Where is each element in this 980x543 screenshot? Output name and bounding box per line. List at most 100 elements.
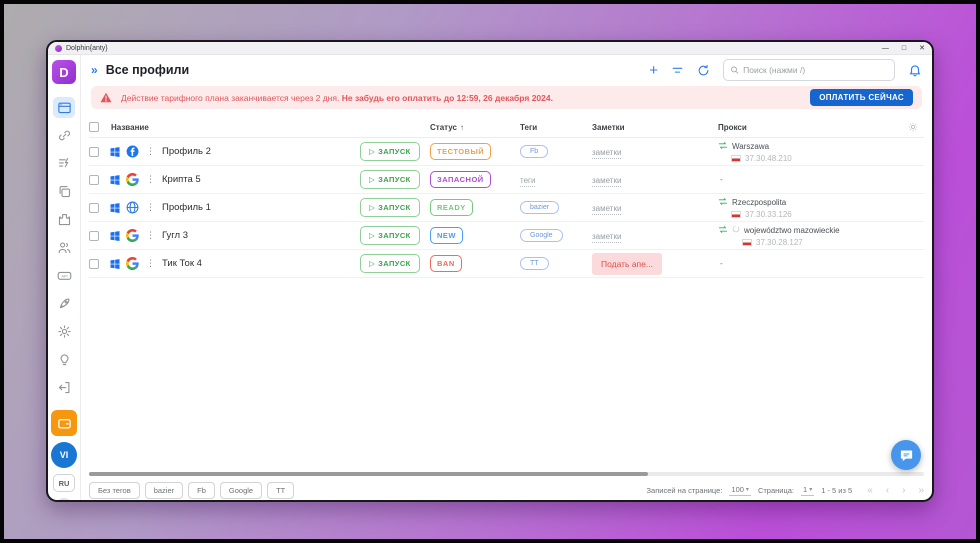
proxy-ip: 37.30.28.127 bbox=[756, 237, 803, 247]
table-row: ⋮ Профиль 1 ▷ ЗАПУСК READY bazier заметки… bbox=[89, 194, 924, 222]
row-menu-button[interactable]: ⋮ bbox=[146, 202, 155, 212]
row-checkbox[interactable] bbox=[89, 146, 99, 157]
tag-pill[interactable]: Fb bbox=[520, 145, 549, 158]
dolphin-logo[interactable]: D bbox=[52, 60, 76, 84]
search-input[interactable] bbox=[743, 65, 888, 75]
status-badge[interactable]: BAN bbox=[430, 255, 462, 272]
note-alert[interactable]: Подать апе... bbox=[592, 252, 662, 275]
sidebar-item-ideas[interactable] bbox=[53, 349, 75, 370]
launch-button[interactable]: ▷ ЗАПУСК bbox=[360, 226, 420, 245]
tag-pill[interactable]: bazier bbox=[520, 201, 560, 214]
proxy-name: Warszawa bbox=[732, 141, 770, 151]
add-profile-button[interactable]: + bbox=[649, 61, 658, 79]
proxy-ip: 37.30.48.210 bbox=[745, 153, 792, 163]
profile-name[interactable]: Тик Ток 4 bbox=[162, 258, 202, 269]
search-box[interactable] bbox=[723, 59, 895, 81]
launch-button[interactable]: ▷ ЗАПУСК bbox=[360, 254, 420, 273]
table-settings-button[interactable] bbox=[902, 121, 924, 133]
sidebar-item-settings[interactable] bbox=[53, 321, 75, 342]
tag-filter-no-tags[interactable]: Без тегов bbox=[89, 481, 140, 499]
refresh-button[interactable] bbox=[697, 64, 710, 77]
profile-name[interactable]: Профиль 1 bbox=[162, 202, 211, 213]
sidebar-item-proxy[interactable] bbox=[53, 125, 75, 146]
bell-icon bbox=[909, 65, 921, 77]
last-page-button[interactable]: » bbox=[918, 484, 924, 496]
horizontal-scrollbar[interactable] bbox=[89, 472, 924, 476]
page-label: Страница: bbox=[757, 485, 795, 495]
row-checkbox[interactable] bbox=[89, 230, 99, 241]
first-page-button[interactable]: « bbox=[867, 484, 873, 496]
column-name[interactable]: Название bbox=[111, 122, 149, 132]
row-menu-button[interactable]: ⋮ bbox=[146, 174, 155, 184]
sidebar-item-automation[interactable] bbox=[53, 153, 75, 174]
next-page-button[interactable]: › bbox=[902, 484, 906, 496]
google-icon bbox=[126, 173, 139, 186]
expand-sidebar-icon[interactable]: » bbox=[91, 63, 98, 77]
users-icon bbox=[58, 242, 70, 254]
row-checkbox[interactable] bbox=[89, 174, 99, 185]
per-page-label: Записей на странице: bbox=[646, 485, 723, 495]
status-badge[interactable]: ТЕСТОВЫЙ bbox=[430, 143, 492, 160]
status-badge[interactable]: READY bbox=[430, 199, 473, 216]
notes-placeholder[interactable]: заметки bbox=[592, 175, 622, 187]
page-select[interactable]: 1 ▾ bbox=[801, 484, 815, 496]
collapse-toggle[interactable]: ◐ bbox=[56, 498, 72, 500]
row-menu-button[interactable]: ⋮ bbox=[146, 258, 155, 268]
profile-name[interactable]: Гугл 3 bbox=[162, 230, 188, 241]
scrollbar-thumb[interactable] bbox=[89, 472, 649, 476]
sort-asc-icon: ↑ bbox=[459, 122, 464, 132]
notes-placeholder[interactable]: заметки bbox=[592, 147, 622, 159]
notifications-button[interactable] bbox=[908, 63, 922, 77]
sidebar-item-profiles[interactable] bbox=[53, 97, 75, 118]
table-row: ⋮ Гугл 3 ▷ ЗАПУСК NEW Google заметки woje… bbox=[89, 222, 924, 250]
wallet-button[interactable] bbox=[51, 410, 77, 436]
tags-placeholder[interactable]: теги bbox=[520, 175, 536, 187]
tag-pill[interactable]: Google bbox=[520, 229, 563, 242]
support-chat-button[interactable] bbox=[891, 440, 921, 470]
column-tags[interactable]: Теги bbox=[520, 122, 538, 132]
pagination: Записей на странице: 100 ▾ Страница: 1 ▾ 1… bbox=[647, 485, 924, 496]
launch-button[interactable]: ▷ ЗАПУСК bbox=[360, 198, 420, 217]
filter-button[interactable] bbox=[671, 65, 684, 76]
profile-name[interactable]: Профиль 2 bbox=[162, 146, 211, 157]
pay-now-button[interactable]: ОПЛАТИТЬ СЕЙЧАС bbox=[810, 89, 913, 106]
sidebar-item-upgrades[interactable] bbox=[53, 293, 75, 314]
notes-placeholder[interactable]: заметки bbox=[592, 203, 622, 215]
select-all-checkbox[interactable] bbox=[89, 122, 99, 132]
windows-icon bbox=[110, 230, 120, 241]
tag-pill[interactable]: TT bbox=[520, 257, 549, 270]
column-proxy[interactable]: Прокси bbox=[718, 122, 747, 132]
launch-button[interactable]: ▷ ЗАПУСК bbox=[360, 170, 420, 189]
close-button[interactable]: ✕ bbox=[919, 44, 925, 52]
notes-placeholder[interactable]: заметки bbox=[592, 231, 622, 243]
row-menu-button[interactable]: ⋮ bbox=[146, 146, 155, 156]
column-notes[interactable]: Заметки bbox=[592, 122, 625, 132]
maximize-button[interactable]: □ bbox=[901, 44, 907, 52]
language-button[interactable]: RU bbox=[53, 474, 75, 492]
prev-page-button[interactable]: ‹ bbox=[885, 484, 890, 496]
status-badge[interactable]: NEW bbox=[430, 227, 463, 244]
list-lightning-icon bbox=[58, 157, 68, 168]
status-badge[interactable]: ЗАПАСНОЙ bbox=[430, 171, 491, 188]
row-menu-button[interactable]: ⋮ bbox=[146, 230, 155, 240]
row-checkbox[interactable] bbox=[89, 258, 99, 269]
tag-filter-google[interactable]: Google bbox=[219, 481, 263, 499]
sidebar-item-api[interactable]: API bbox=[53, 265, 75, 286]
tag-filter-fb[interactable]: Fb bbox=[188, 481, 215, 499]
tag-filter-bazier[interactable]: bazier bbox=[144, 481, 184, 499]
sidebar-item-team[interactable] bbox=[53, 237, 75, 258]
profile-name[interactable]: Крипта 5 bbox=[162, 174, 201, 185]
page-title: Все профили bbox=[105, 63, 190, 77]
sidebar-item-extensions[interactable] bbox=[53, 209, 75, 230]
row-checkbox[interactable] bbox=[89, 202, 99, 213]
minimize-button[interactable]: — bbox=[881, 44, 889, 52]
column-status[interactable]: Статус ↑ bbox=[430, 122, 464, 132]
tag-filter-tt[interactable]: TT bbox=[267, 481, 295, 499]
sidebar-item-templates[interactable] bbox=[53, 181, 75, 202]
sidebar: D API bbox=[48, 55, 81, 500]
per-page-select[interactable]: 100 ▾ bbox=[729, 484, 751, 496]
sidebar-item-logout[interactable] bbox=[53, 377, 75, 398]
user-avatar[interactable]: VI bbox=[51, 442, 77, 468]
window-titlebar: Dolphin{anty} — □ ✕ bbox=[48, 42, 932, 55]
launch-button[interactable]: ▷ ЗАПУСК bbox=[360, 142, 420, 161]
